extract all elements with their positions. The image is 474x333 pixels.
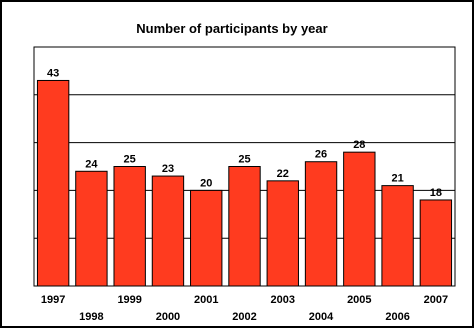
- tick-label: 2001: [194, 294, 218, 306]
- bar-1999: [113, 166, 146, 287]
- bar-2004: [304, 161, 338, 287]
- tick-label: 2005: [347, 294, 371, 306]
- data-label: 22: [277, 168, 289, 180]
- tick-label: 2006: [385, 311, 409, 323]
- bar-1998: [75, 170, 108, 287]
- tick-label: 2000: [156, 311, 180, 323]
- data-label: 26: [315, 149, 327, 161]
- tick-label: 1999: [117, 294, 141, 306]
- bar-2001: [190, 189, 223, 287]
- bar-2002: [228, 166, 261, 287]
- data-label: 23: [162, 163, 174, 175]
- chart-title: Number of participants by year: [136, 21, 327, 36]
- bar-2006: [381, 185, 414, 287]
- bars: [36, 79, 453, 287]
- data-label: 25: [238, 154, 250, 166]
- data-labels: 43 24 25 23 20 25 22 26 28 21 18: [47, 67, 442, 199]
- data-label: 20: [200, 177, 212, 189]
- x-axis-tick-labels: 1997 1998 1999 2000 2001 2002 2003 2004 2005 2006…: [41, 294, 448, 323]
- tick-label: 1998: [79, 311, 103, 323]
- data-label: 18: [430, 187, 442, 199]
- data-label: 21: [391, 173, 403, 185]
- bar-2005: [343, 151, 376, 287]
- tick-label: 2007: [424, 294, 448, 306]
- data-label: 25: [124, 154, 136, 166]
- tick-label: 2002: [232, 311, 256, 323]
- bar-2000: [151, 175, 185, 287]
- tick-label: 1997: [41, 294, 65, 306]
- data-label: 43: [47, 67, 59, 79]
- tick-label: 2004: [309, 311, 334, 323]
- bar-2003: [266, 180, 299, 287]
- data-label: 24: [85, 158, 98, 170]
- data-label: 28: [353, 139, 365, 151]
- bar-1997: [36, 79, 70, 287]
- bar-2007: [419, 199, 453, 287]
- tick-label: 2003: [271, 294, 295, 306]
